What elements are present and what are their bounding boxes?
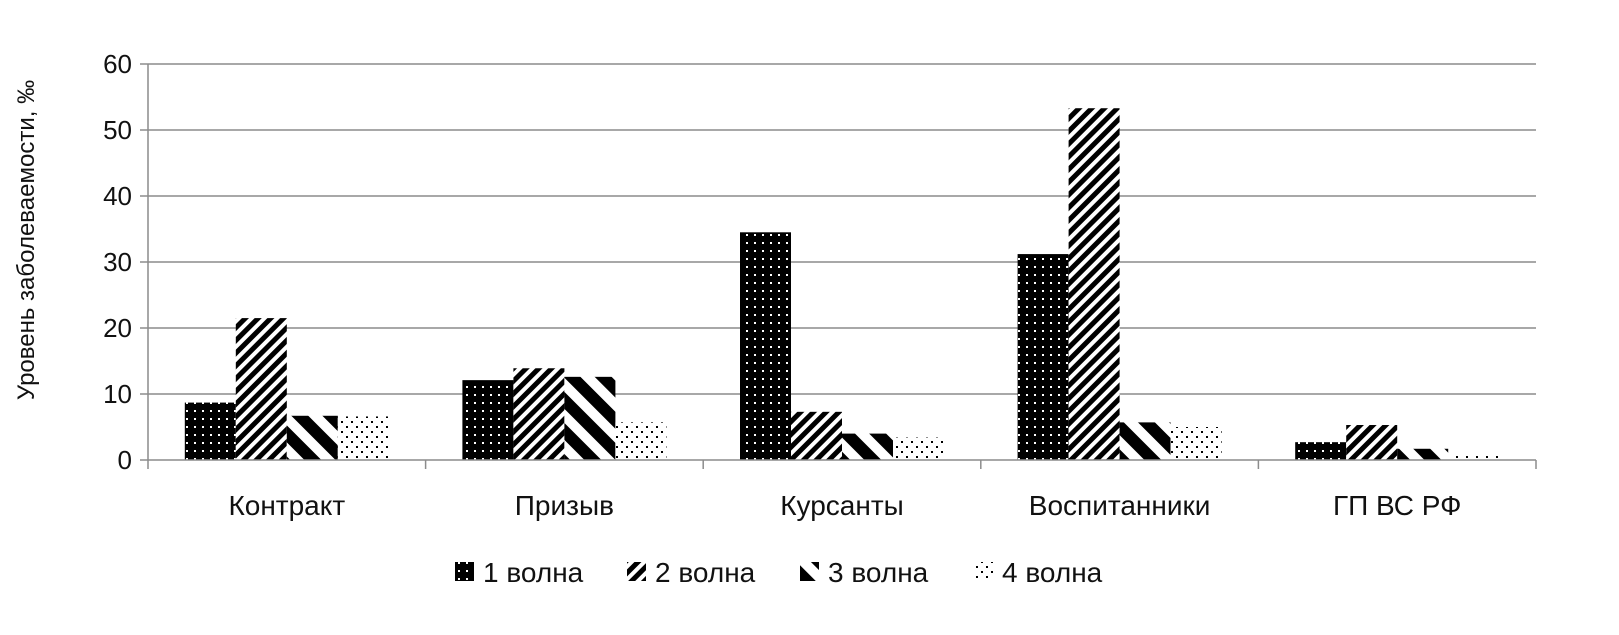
bar-1-5 [1295, 442, 1347, 460]
bar-4-2 [615, 422, 667, 460]
bar-1-3 [740, 232, 791, 460]
bar-2-1 [235, 318, 287, 460]
bar-4-1 [337, 416, 389, 460]
bar-2-3 [791, 411, 842, 460]
legend-label-1: 1 волна [483, 557, 584, 588]
x-category-label: ГП ВС РФ [1333, 490, 1461, 521]
y-tick-label: 10 [103, 379, 132, 409]
bar-4-4 [1170, 427, 1222, 460]
x-category-label: Призыв [515, 490, 614, 521]
bar-1-1 [184, 402, 236, 460]
y-tick-label: 60 [103, 49, 132, 79]
x-category-label: Контракт [228, 490, 345, 521]
legend: 1 волна 2 волна 3 волна 4 волна [455, 557, 1103, 588]
legend-swatch-1 [455, 562, 474, 581]
y-axis-label: Уровень заболеваемости, ‰ [13, 80, 40, 400]
bar-3-1 [286, 415, 338, 460]
bar-2-4 [1068, 108, 1120, 460]
bar-3-3 [842, 433, 893, 460]
legend-swatch-2 [627, 562, 646, 581]
y-tick-label: 20 [103, 313, 132, 343]
y-tick-label: 0 [118, 445, 132, 475]
legend-label-3: 3 волна [828, 557, 929, 588]
bar-2-2 [513, 368, 565, 460]
bar-1-2 [462, 380, 514, 460]
bar-1-4 [1017, 254, 1069, 460]
y-tick-label: 40 [103, 181, 132, 211]
y-tick-label: 30 [103, 247, 132, 277]
legend-label-4: 4 волна [1002, 557, 1103, 588]
gridlines [148, 63, 1536, 395]
y-axis-ticks: 0 10 20 30 40 50 60 [103, 49, 148, 475]
legend-label-2: 2 волна [655, 557, 756, 588]
bar-3-2 [564, 376, 616, 460]
bars [184, 108, 1500, 460]
bar-3-4 [1119, 422, 1171, 460]
legend-swatch-3 [800, 562, 819, 581]
x-category-label: Воспитанники [1029, 490, 1211, 521]
bar-4-5 [1448, 454, 1500, 460]
bar-4-3 [893, 437, 944, 460]
y-tick-label: 50 [103, 115, 132, 145]
x-axis-categories: Контракт Призыв Курсанты Воспитанники ГП ВС … [228, 490, 1461, 521]
x-category-label: Курсанты [780, 490, 904, 521]
bar-3-5 [1397, 448, 1449, 460]
axes [147, 64, 1537, 469]
legend-swatch-4 [974, 562, 993, 581]
bar-2-5 [1346, 425, 1398, 460]
